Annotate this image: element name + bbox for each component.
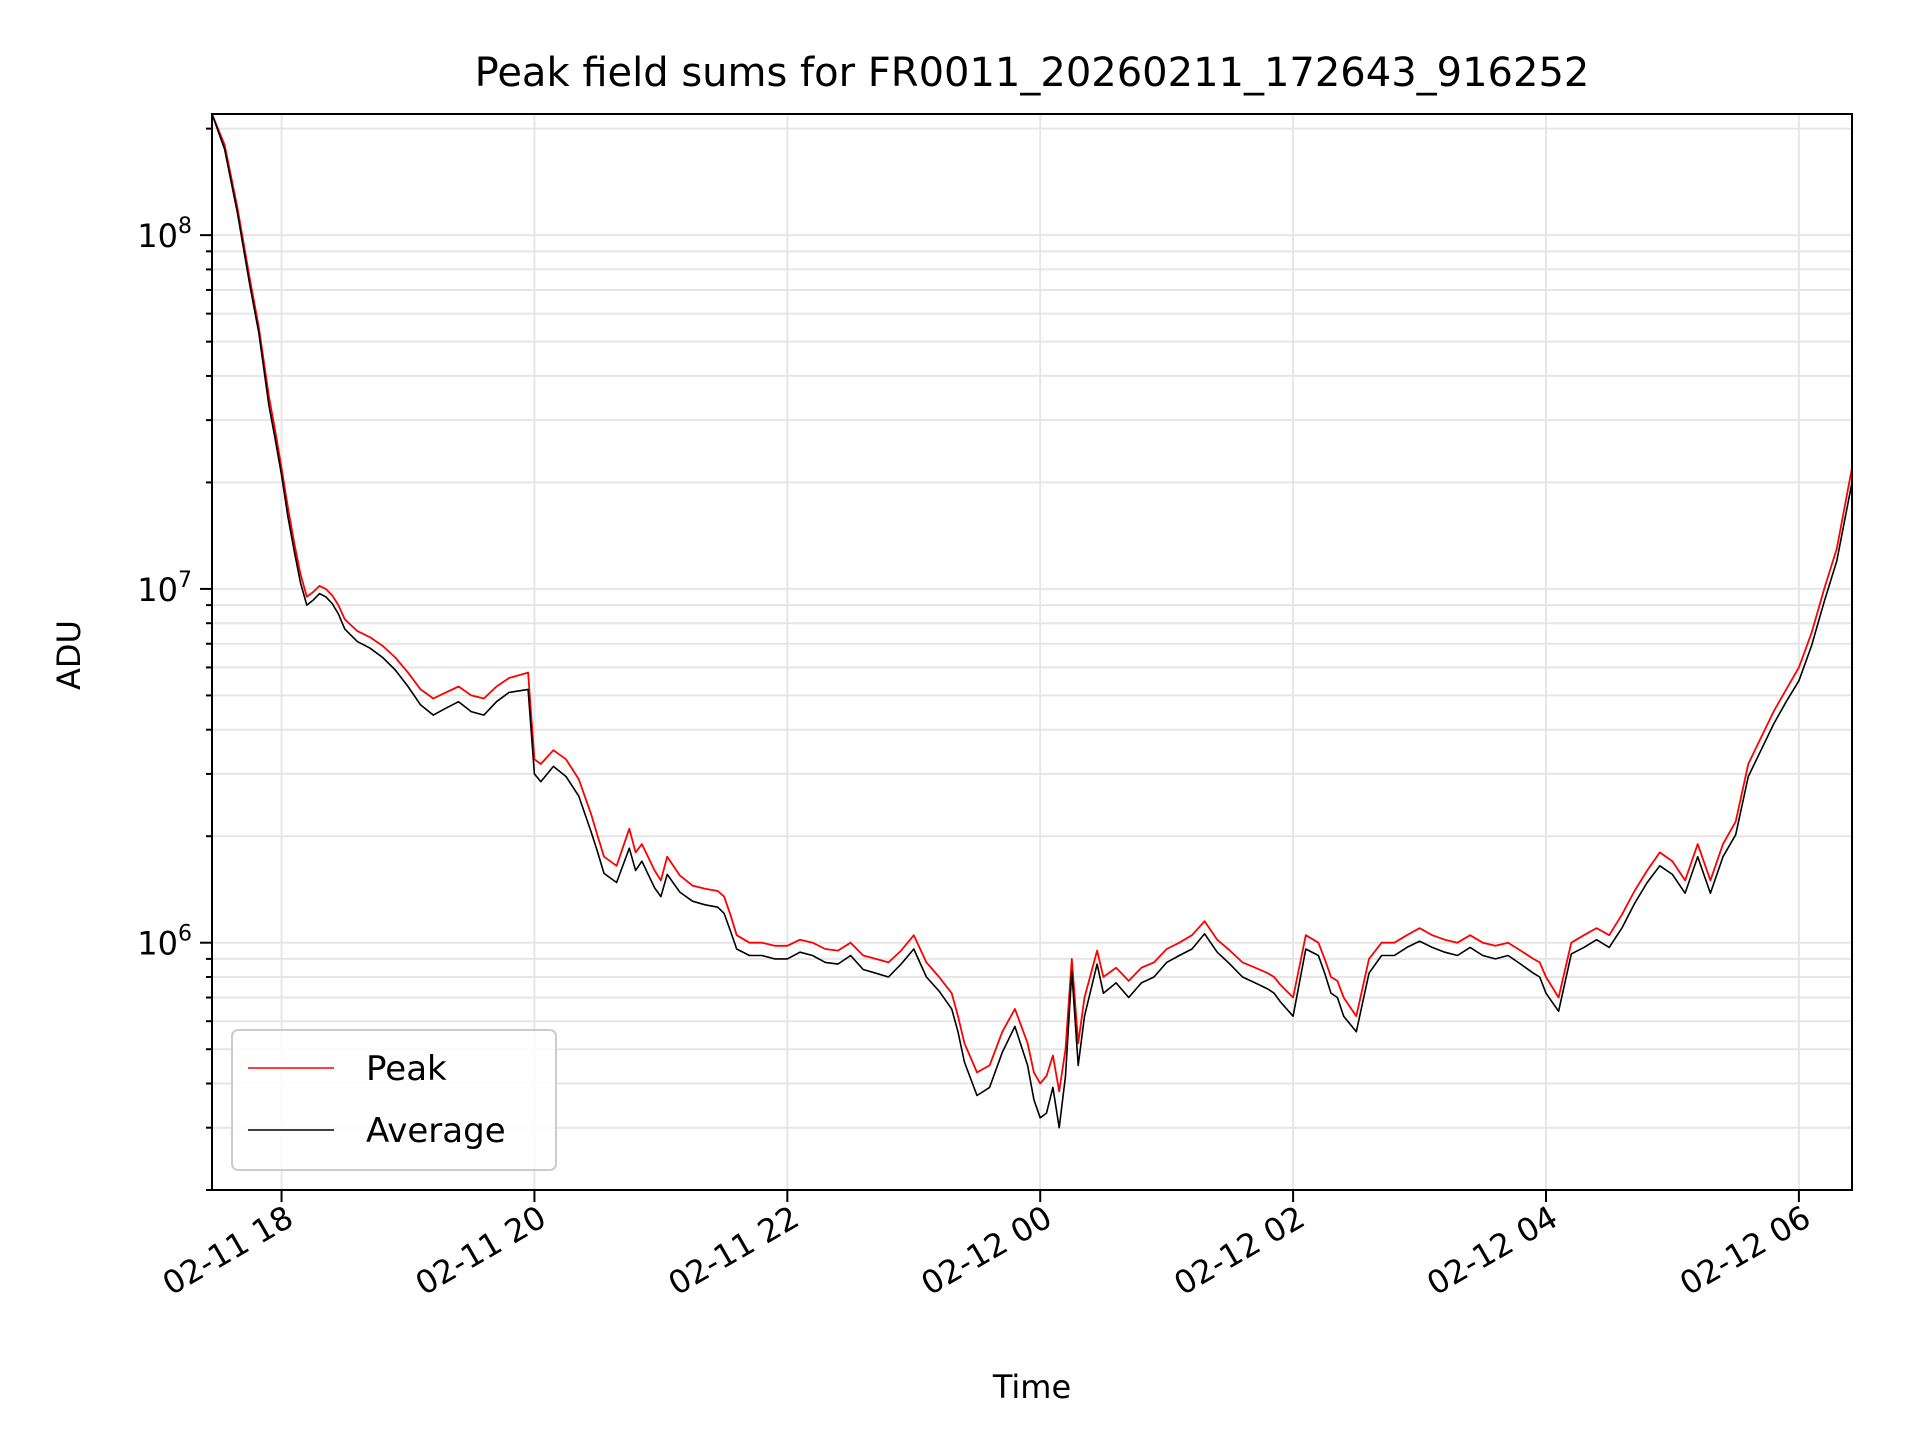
legend-label-average: Average [366,1111,506,1151]
legend-label-peak: Peak [366,1049,447,1089]
chart-title: Peak field sums for FR0011_20260211_1726… [475,50,1590,96]
y-axis: 106 107 108 [137,127,212,1191]
y-tick-label-0: 106 [137,922,192,963]
series-average-line [211,113,1853,1129]
series-peak-line [211,113,1853,1093]
legend: Peak Average [231,1029,557,1171]
y-axis-title: ADU [50,620,88,690]
y-tick-label-2: 108 [137,214,192,255]
plot-frame [211,113,1853,1191]
legend-box [231,1029,557,1171]
plot-series [211,113,1853,1129]
y-tick-label-1: 107 [137,568,192,609]
x-axis-title: Time [992,1368,1071,1406]
